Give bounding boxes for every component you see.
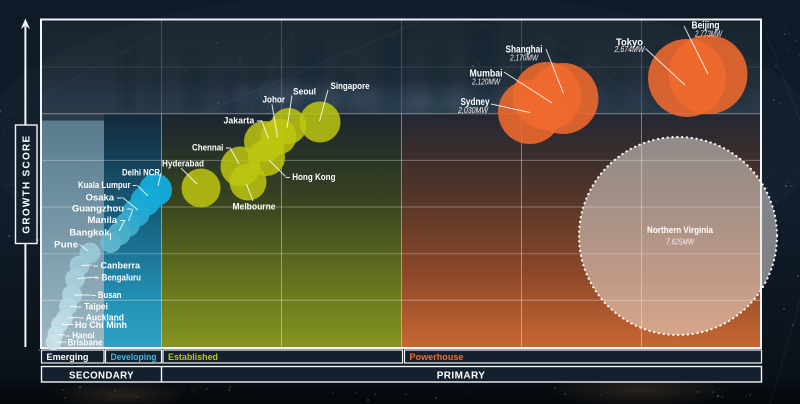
svg-text:Singapore: Singapore: [331, 81, 370, 92]
svg-text:Established: Established: [168, 352, 218, 363]
svg-text:2,170MW: 2,170MW: [509, 54, 539, 63]
svg-text:PRIMARY: PRIMARY: [437, 371, 486, 382]
svg-text:Beijing: Beijing: [692, 21, 720, 32]
svg-text:Ho Chi Minh: Ho Chi Minh: [75, 320, 127, 331]
svg-text:Seoul: Seoul: [293, 87, 316, 98]
svg-text:Melbourne: Melbourne: [233, 202, 276, 213]
svg-text:Delhi NCR: Delhi NCR: [122, 168, 160, 179]
svg-text:Shanghai: Shanghai: [506, 45, 543, 56]
svg-text:Hyderabad: Hyderabad: [162, 159, 204, 170]
svg-text:Mumbai: Mumbai: [470, 69, 503, 80]
svg-text:Emerging: Emerging: [47, 352, 89, 363]
svg-text:Guangzhou –: Guangzhou –: [72, 204, 132, 215]
svg-text:Osaka –: Osaka –: [86, 193, 122, 204]
svg-text:Jakarta –: Jakarta –: [224, 116, 262, 127]
svg-text:Chennai –: Chennai –: [192, 143, 230, 154]
svg-text:Pune: Pune: [54, 240, 78, 251]
svg-text:– Hong Kong: – Hong Kong: [286, 172, 336, 183]
svg-text:Manila –: Manila –: [88, 215, 126, 226]
svg-text:– Taipei: – Taipei: [77, 302, 108, 313]
svg-text:2,773MW: 2,773MW: [694, 30, 723, 39]
svg-text:– Busan: – Busan: [92, 290, 122, 301]
svg-text:– Bengaluru: – Bengaluru: [95, 273, 141, 284]
svg-text:Northern Virginia: Northern Virginia: [647, 225, 714, 235]
svg-text:Johor: Johor: [263, 95, 286, 106]
svg-text:Powerhouse: Powerhouse: [410, 352, 464, 363]
svg-text:– Canberra: – Canberra: [93, 261, 141, 272]
svg-text:SECONDARY: SECONDARY: [69, 371, 134, 382]
svg-text:– Hanoi: – Hanoi: [66, 331, 95, 342]
svg-text:Kuala Lumpur –: Kuala Lumpur –: [78, 180, 137, 191]
svg-text:– Auckland: – Auckland: [79, 313, 124, 324]
svg-text:Developing: Developing: [111, 352, 157, 363]
svg-text:2,030MW: 2,030MW: [457, 106, 489, 115]
svg-text:Bangkok: Bangkok: [69, 228, 110, 239]
svg-text:7,625MW: 7,625MW: [666, 238, 695, 247]
svg-text:Tokyo: Tokyo: [616, 38, 643, 49]
svg-text:Sydney: Sydney: [461, 97, 490, 108]
svg-text:2,674MW: 2,674MW: [614, 45, 646, 54]
svg-text:Brisbane: Brisbane: [68, 338, 103, 349]
svg-text:GROWTH SCORE: GROWTH SCORE: [22, 135, 33, 234]
svg-text:2,120MW: 2,120MW: [471, 78, 501, 87]
